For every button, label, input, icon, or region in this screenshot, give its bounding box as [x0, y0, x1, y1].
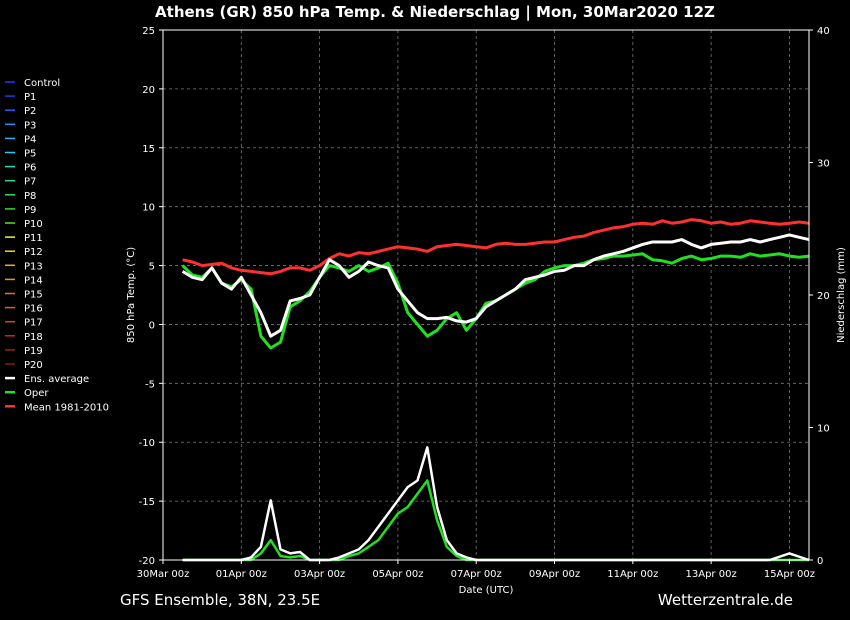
y-tick-label: -15	[139, 497, 155, 508]
plot-frame	[162, 29, 810, 561]
mean-1981-2010-line	[182, 218, 810, 276]
legend-label: P3	[24, 120, 36, 131]
x-tick-label: 07Apr 00z	[451, 569, 502, 580]
footer-source: Wetterzentrale.de	[658, 591, 793, 609]
legend-label: P11	[24, 233, 43, 244]
x-tick-label: 15Apr 00z	[764, 569, 815, 580]
y-axis-label: 850 hPa Temp. (°C)	[126, 247, 137, 343]
y2-axis-label: Niederschlag (mm)	[836, 247, 847, 343]
y-tick-label: -5	[145, 379, 155, 390]
ens-average-line	[181, 233, 810, 338]
legend-label: P18	[24, 332, 43, 343]
y2-tick-label: 0	[817, 556, 823, 567]
y-tick-label: -20	[139, 556, 155, 567]
x-tick-label: 13Apr 00z	[686, 569, 737, 580]
legend-label: P6	[24, 163, 36, 174]
y2-axis-ticks: 40 30 20 10 0	[809, 26, 830, 567]
y2-tick-label: 20	[817, 291, 830, 302]
x-axis-ticks: 30Mar 00z 01Apr 00z 03Apr 00z 05Apr 00z 07Ap…	[137, 560, 815, 580]
legend-label: P19	[24, 346, 43, 357]
legend-label: P14	[24, 275, 43, 286]
legend-label: P13	[24, 261, 43, 272]
legend-label: P12	[24, 247, 43, 258]
x-tick-label: 09Apr 00z	[529, 569, 580, 580]
y2-tick-label: 40	[817, 26, 830, 37]
x-tick-label: 30Mar 00z	[137, 569, 190, 580]
legend-label: Ens. average	[24, 374, 89, 385]
legend-label: Control	[24, 78, 60, 89]
precip-ens-average-line	[182, 446, 810, 562]
precip-oper-line	[182, 479, 809, 562]
legend-label: P1	[24, 92, 36, 103]
footer-model-location: GFS Ensemble, 38N, 23.5E	[120, 591, 320, 609]
grid-lines	[163, 30, 809, 560]
legend-label: Mean 1981-2010	[24, 402, 109, 413]
chart-title: Athens (GR) 850 hPa Temp. & Niederschlag…	[155, 3, 715, 22]
x-tick-label: 03Apr 00z	[294, 569, 345, 580]
legend-label: P2	[24, 106, 36, 117]
y-axis-ticks: 25 20 15 10 5 0 -5 -10 -15 -20	[139, 26, 163, 567]
x-axis-label: Date (UTC)	[459, 585, 514, 596]
y-tick-label: 0	[149, 320, 155, 331]
legend-label: P20	[24, 360, 43, 371]
plot-series	[181, 218, 810, 562]
y-tick-label: 10	[142, 203, 155, 214]
y-tick-label: 5	[149, 262, 155, 273]
y-tick-label: -10	[139, 438, 155, 449]
x-tick-label: 11Apr 00z	[607, 569, 658, 580]
legend-label: Oper	[24, 388, 49, 399]
x-tick-label: 05Apr 00z	[372, 569, 423, 580]
legend-label: P7	[24, 177, 36, 188]
y-tick-label: 15	[142, 144, 155, 155]
legend-label: P17	[24, 318, 43, 329]
legend-label: P15	[24, 290, 43, 301]
legend-label: P4	[24, 134, 36, 145]
legend-label: P9	[24, 205, 36, 216]
y-tick-label: 25	[142, 26, 155, 37]
legend-label: P5	[24, 149, 36, 160]
x-tick-label: 01Apr 00z	[216, 569, 267, 580]
legend-label: P10	[24, 219, 43, 230]
y2-tick-label: 10	[817, 424, 830, 435]
legend-label: P8	[24, 191, 36, 202]
y-tick-label: 20	[142, 85, 155, 96]
legend: Control P1 P2 P3 P4 P5 P6 P7 P8 P9 P10 P11 P12 P13 P14…	[5, 78, 109, 413]
y2-tick-label: 30	[817, 159, 830, 170]
legend-label: P16	[24, 304, 43, 315]
